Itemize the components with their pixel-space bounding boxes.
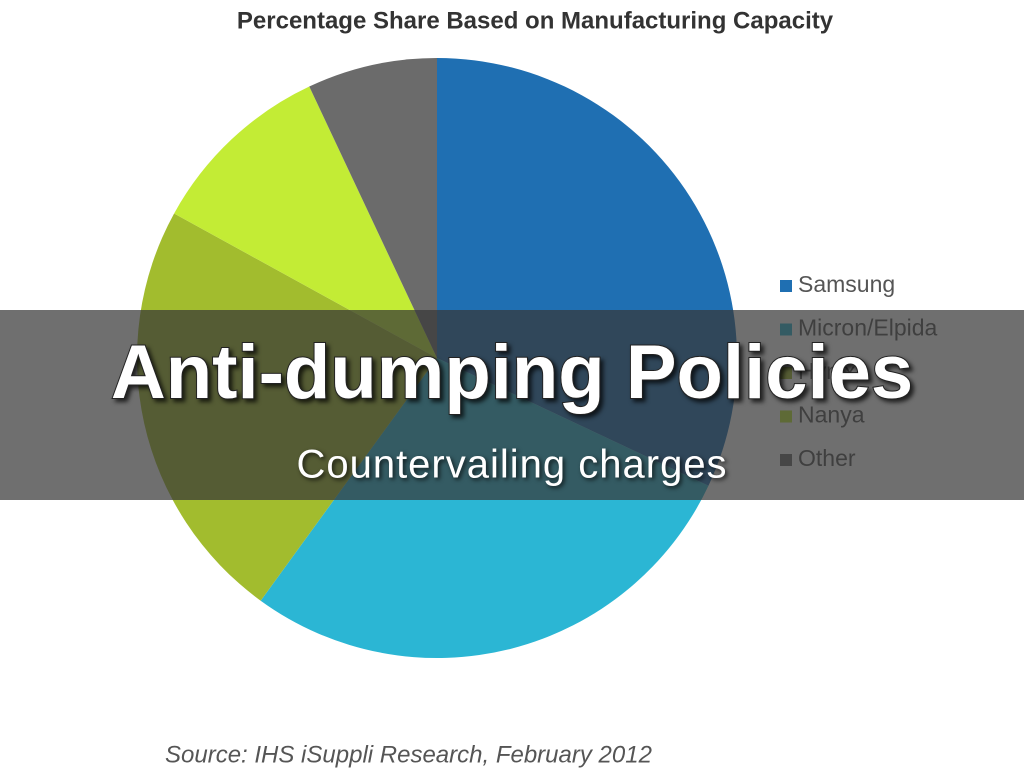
source: Source: IHS iSuppli Research, February 2…	[165, 741, 652, 768]
subheading: Countervailing charges	[296, 443, 727, 487]
overlay-band	[0, 310, 1024, 500]
chart-title: Percentage Share Based on Manufacturing …	[237, 7, 834, 34]
pie-slice	[174, 86, 437, 359]
legend-label: Samsung	[798, 271, 895, 297]
pie-slice	[260, 358, 709, 659]
legend-swatch	[780, 280, 792, 292]
pie-slice	[309, 58, 437, 358]
heading: Anti-dumping Policies	[111, 330, 913, 415]
